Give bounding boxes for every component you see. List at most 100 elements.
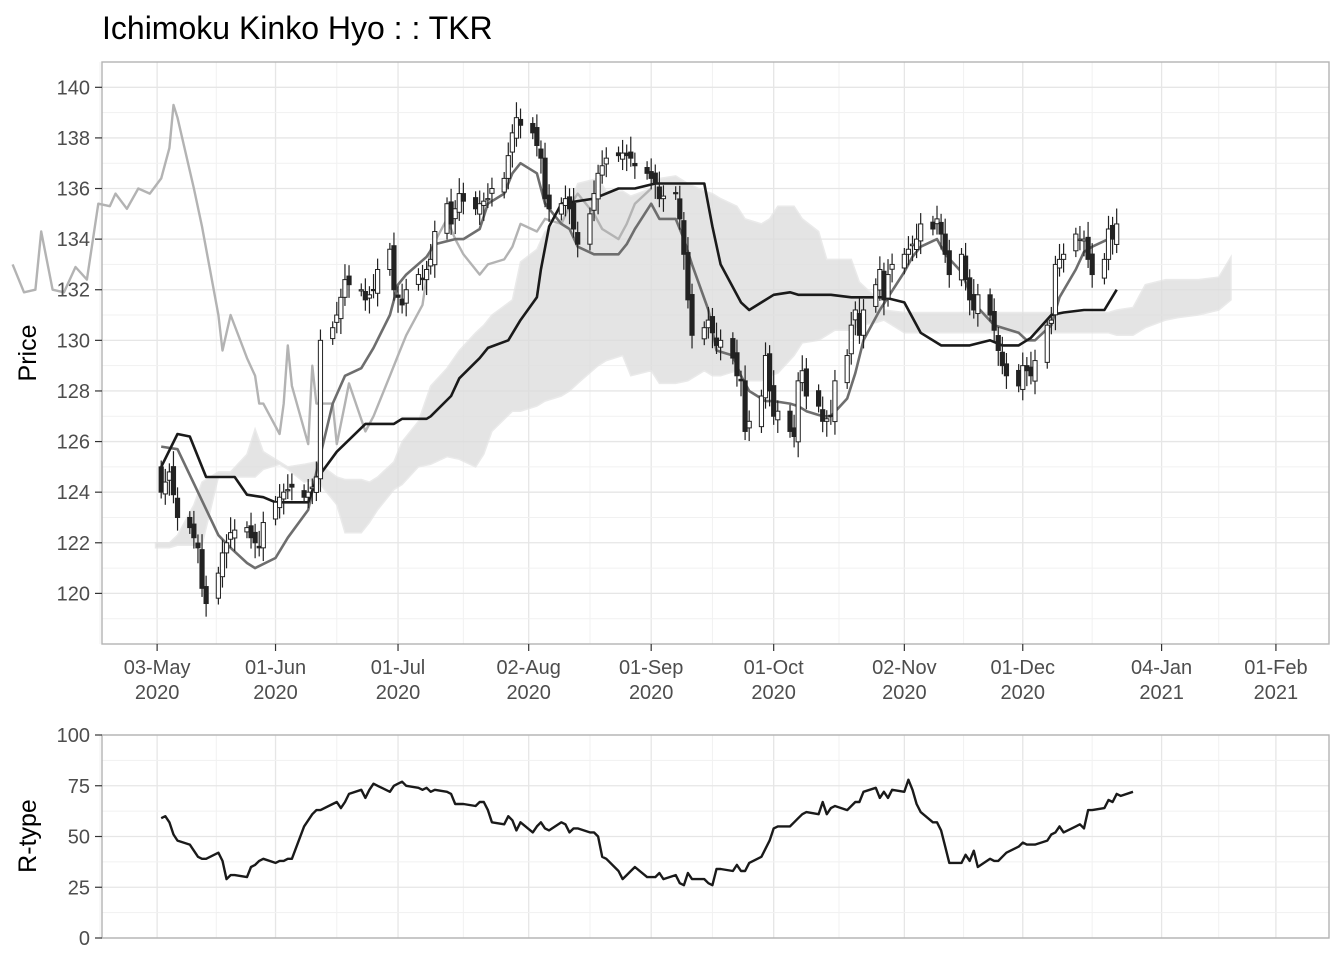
candle-down xyxy=(713,337,720,346)
candle-down xyxy=(816,390,822,407)
kumo-cloud-area xyxy=(154,175,1232,549)
date-x-tick-year: 2020 xyxy=(629,682,674,704)
candle-down xyxy=(730,338,736,359)
candle-up xyxy=(603,157,609,165)
date-x-tick-label: 03-May xyxy=(124,657,191,679)
candle-up xyxy=(958,253,965,281)
candle-down xyxy=(820,409,826,422)
candle-down xyxy=(1024,365,1030,372)
price-y-tick-label: 124 xyxy=(57,482,90,504)
chikou-span-line xyxy=(11,103,653,446)
candle-up xyxy=(358,289,364,292)
price-y-tick-label: 134 xyxy=(57,229,90,251)
price-y-tick-label: 136 xyxy=(57,179,90,201)
candle-down xyxy=(856,313,863,336)
candle-down xyxy=(1016,369,1022,387)
candle-up xyxy=(162,481,168,495)
candle-up xyxy=(909,243,916,247)
candle-down xyxy=(738,378,744,382)
candle-down xyxy=(199,549,205,589)
candle-down xyxy=(1089,253,1095,276)
candle-up xyxy=(281,491,287,500)
date-x-tick-year: 2021 xyxy=(1254,682,1299,704)
date-x-tick-label: 02-Aug xyxy=(496,657,561,679)
candle-up xyxy=(1114,223,1120,245)
candle-up xyxy=(775,410,781,421)
candle-down xyxy=(362,291,368,301)
candle-down xyxy=(632,162,638,167)
candle-up xyxy=(848,324,854,355)
candle-up xyxy=(1032,360,1038,382)
candle-down xyxy=(995,335,1001,351)
candle-up xyxy=(285,489,291,492)
rtype-y-tick-label: 50 xyxy=(68,827,90,849)
candle-down xyxy=(1085,236,1091,260)
candle-up xyxy=(1044,324,1050,363)
candle-up xyxy=(309,486,315,490)
candle-down xyxy=(256,545,262,549)
candle-up xyxy=(260,522,266,549)
candle-up xyxy=(1073,233,1079,252)
candle-up xyxy=(852,309,858,321)
candle-down xyxy=(930,221,936,230)
rtype-y-ticks: 0 25 50 75 100 xyxy=(57,725,102,950)
candle-down xyxy=(538,148,544,159)
candle-up xyxy=(1077,238,1083,241)
candle-up xyxy=(1020,365,1026,390)
candle-up xyxy=(215,572,221,599)
candle-up xyxy=(1056,258,1063,269)
candle-up xyxy=(1101,258,1108,279)
candle-down xyxy=(938,221,944,235)
candle-down xyxy=(677,198,683,220)
price-y-tick-label: 126 xyxy=(57,432,90,454)
candle-up xyxy=(905,248,912,255)
candle-down xyxy=(946,250,952,276)
candle-down xyxy=(191,523,197,539)
candle-down xyxy=(644,167,650,174)
candle-up xyxy=(313,476,319,493)
candle-up xyxy=(509,132,515,153)
kijun-sen-line xyxy=(160,182,1118,504)
candle-up xyxy=(746,420,752,429)
candle-down xyxy=(971,294,977,311)
candle-down xyxy=(615,152,622,157)
candle-down xyxy=(1003,363,1010,377)
candle-down xyxy=(391,245,397,291)
candle-down xyxy=(546,194,552,210)
candle-down xyxy=(681,220,687,255)
candle-down xyxy=(648,171,654,179)
candle-up xyxy=(232,529,238,539)
candle-down xyxy=(174,497,181,518)
candle-down xyxy=(203,586,209,605)
candle-down xyxy=(652,172,658,184)
candle-up xyxy=(477,203,483,215)
candle-down xyxy=(942,233,948,255)
date-x-tick-year: 2020 xyxy=(882,682,927,704)
candle-up xyxy=(620,152,626,160)
candle-up xyxy=(428,258,434,267)
date-x-tick-label: 01-Sep xyxy=(619,657,684,679)
candle-down xyxy=(187,516,193,529)
candle-up xyxy=(505,155,511,179)
candle-up xyxy=(934,218,940,225)
candle-up xyxy=(718,339,724,348)
price-y-tick-label: 120 xyxy=(57,583,90,605)
price-y-tick-label: 128 xyxy=(57,381,90,403)
candle-down xyxy=(460,193,466,202)
candle-down xyxy=(170,466,177,496)
candle-down xyxy=(419,277,426,281)
candle-down xyxy=(248,525,254,539)
candle-up xyxy=(432,231,438,266)
price-y-tick-label: 122 xyxy=(57,533,90,555)
candle-up xyxy=(1060,253,1067,260)
candle-up xyxy=(913,238,920,251)
candle-up xyxy=(1048,319,1054,324)
candle-down xyxy=(517,118,524,126)
candle-up xyxy=(824,418,830,422)
candle-down xyxy=(689,294,695,336)
price-axis-title: Price xyxy=(14,325,42,382)
price-y-tick-label: 130 xyxy=(57,330,90,352)
candle-down xyxy=(473,197,479,210)
candle-down xyxy=(771,385,777,417)
